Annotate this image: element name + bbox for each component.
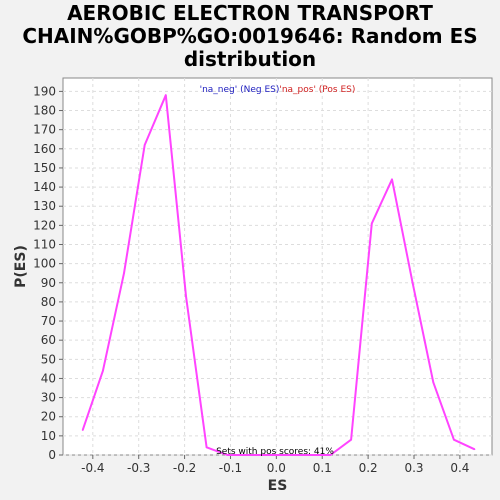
- data-point: [432, 381, 435, 384]
- y-tick-label: 180: [33, 104, 56, 118]
- y-tick-label: 150: [33, 161, 56, 175]
- x-tick-label: -0.1: [219, 461, 242, 475]
- y-tick-label: 130: [33, 199, 56, 213]
- legend: 'na_neg' (Neg ES)'na_pos' (Pos ES): [200, 85, 356, 95]
- data-point: [453, 438, 455, 441]
- data-point: [164, 94, 167, 97]
- y-tick-label: 160: [33, 142, 56, 156]
- y-tick-label: 190: [33, 84, 56, 98]
- x-tick-label: -0.4: [81, 461, 104, 475]
- x-tick-label: 0.4: [450, 461, 469, 475]
- y-tick-label: 50: [41, 352, 56, 366]
- data-point: [391, 178, 393, 181]
- y-tick-label: 10: [41, 429, 56, 443]
- x-tick-label: -0.2: [173, 461, 196, 475]
- x-tick-label: 0.0: [267, 461, 286, 475]
- data-point: [143, 144, 146, 146]
- chart-title: AEROBIC ELECTRON TRANSPORT CHAIN%GOBP%GO…: [22, 1, 478, 71]
- y-tick-label: 60: [41, 333, 56, 347]
- data-point: [370, 222, 373, 225]
- y-tick-label: 30: [41, 391, 56, 405]
- y-tick-label: 80: [41, 295, 56, 309]
- data-point: [329, 454, 332, 456]
- data-point: [267, 454, 270, 456]
- legend-entry: 'na_pos' (Pos ES): [279, 85, 355, 95]
- y-tick-label: 120: [33, 218, 56, 232]
- plot-area: [62, 77, 493, 456]
- data-point: [350, 438, 352, 441]
- x-tick-label: -0.3: [127, 461, 150, 475]
- data-point: [226, 454, 229, 456]
- data-point: [102, 369, 104, 372]
- y-tick-label: 70: [41, 314, 56, 328]
- y-tick-label: 110: [33, 237, 56, 251]
- y-tick-label: 90: [41, 276, 56, 290]
- y-tick-label: 140: [33, 180, 56, 194]
- x-axis-title: ES: [268, 478, 288, 494]
- data-point: [205, 446, 208, 449]
- legend-entry: 'na_neg' (Neg ES): [200, 85, 280, 95]
- x-tick-label: 0.3: [404, 461, 423, 475]
- data-point: [473, 448, 476, 451]
- data-point: [309, 454, 311, 456]
- data-point: [123, 272, 125, 274]
- data-point: [81, 429, 84, 431]
- y-tick-label: 100: [33, 257, 56, 271]
- data-point: [247, 454, 249, 456]
- y-tick-label: 0: [48, 448, 56, 462]
- data-point: [185, 295, 187, 297]
- pos-scores-annotation: Sets with pos scores: 41%: [216, 447, 334, 457]
- y-tick-label: 170: [33, 123, 56, 137]
- y-axis-title: P(ES): [13, 245, 29, 288]
- x-tick-label: 0.1: [313, 461, 332, 475]
- x-tick-label: 0.2: [359, 461, 378, 475]
- series-line: [81, 94, 476, 456]
- data-point: [288, 454, 291, 456]
- y-tick-label: 40: [41, 371, 56, 385]
- y-tick-label: 20: [41, 410, 56, 424]
- data-point: [411, 281, 414, 284]
